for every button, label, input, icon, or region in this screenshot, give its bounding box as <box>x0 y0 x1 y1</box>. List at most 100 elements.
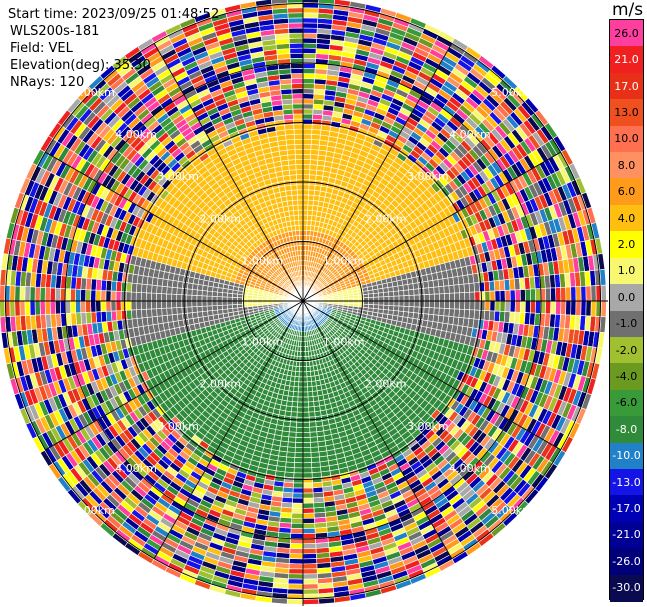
velocity-cell <box>306 376 312 383</box>
velocity-cell <box>310 149 320 156</box>
velocity-cell <box>290 527 304 534</box>
velocity-cell <box>388 300 395 307</box>
velocity-cell <box>393 295 400 302</box>
velocity-cell <box>449 292 456 302</box>
velocity-cell <box>288 573 304 580</box>
velocity-cell <box>287 583 304 590</box>
velocity-cell <box>378 292 385 298</box>
velocity-cell <box>310 456 321 463</box>
velocity-cell <box>534 300 542 314</box>
velocity-cell <box>555 300 562 315</box>
velocity-cell <box>373 296 380 302</box>
velocity-cell <box>302 361 307 368</box>
velocity-cell <box>310 441 319 448</box>
velocity-cell <box>309 164 318 171</box>
velocity-cell <box>474 291 481 302</box>
velocity-cell <box>299 361 304 368</box>
velocity-cell <box>302 143 312 150</box>
velocity-cell <box>287 436 297 443</box>
velocity-cell <box>307 199 314 206</box>
velocity-cell <box>398 300 405 307</box>
velocity-cell <box>454 292 461 302</box>
velocity-cell <box>302 22 318 29</box>
velocity-cell <box>308 406 315 413</box>
velocity-cell <box>302 573 318 580</box>
velocity-cell <box>413 300 420 308</box>
velocity-cell <box>302 189 310 196</box>
velocity-cell <box>286 446 296 453</box>
velocity-cell <box>302 507 315 514</box>
velocity-cell <box>287 588 304 595</box>
velocity-cell <box>479 300 486 311</box>
velocity-cell <box>560 300 567 316</box>
velocity-cell <box>302 527 316 534</box>
velocity-cell <box>489 300 496 312</box>
velocity-cell <box>302 502 315 509</box>
velocity-cell <box>293 472 304 479</box>
velocity-cell <box>298 371 304 378</box>
velocity-cell <box>499 300 506 312</box>
velocity-cell <box>514 289 521 302</box>
velocity-cell <box>302 12 319 19</box>
velocity-cell <box>302 148 312 155</box>
velocity-cell <box>484 290 491 302</box>
velocity-cell <box>291 502 304 509</box>
velocity-cell <box>288 431 297 438</box>
velocity-cell <box>302 482 314 489</box>
velocity-cell <box>302 68 316 75</box>
velocity-cell <box>302 47 317 54</box>
velocity-cell <box>287 441 296 448</box>
velocity-cell <box>428 307 435 316</box>
velocity-cell <box>302 426 311 433</box>
velocity-cell <box>302 396 309 403</box>
velocity-cell <box>292 497 304 504</box>
velocity-cell <box>290 411 298 418</box>
velocity-cell <box>494 290 501 302</box>
velocity-cell <box>302 108 314 115</box>
velocity-cell <box>378 300 385 306</box>
velocity-cell <box>494 300 501 312</box>
velocity-cell <box>464 300 471 311</box>
velocity-cell <box>302 558 318 565</box>
velocity-cell <box>302 7 319 14</box>
velocity-cell <box>393 300 400 307</box>
velocity-cell <box>524 288 531 302</box>
velocity-cell <box>302 548 317 555</box>
velocity-cell <box>302 442 312 449</box>
velocity-cell <box>318 597 336 605</box>
velocity-cell <box>383 300 390 306</box>
velocity-cell <box>428 293 435 302</box>
velocity-cell <box>302 401 309 408</box>
velocity-cell <box>302 492 314 499</box>
velocity-cell <box>398 305 405 312</box>
velocity-cell <box>428 300 435 309</box>
velocity-cell <box>545 287 552 302</box>
velocity-cell <box>302 219 308 226</box>
velocity-cell <box>302 578 319 585</box>
velocity-cell <box>290 522 304 529</box>
velocity-cell <box>297 391 304 398</box>
velocity-cell <box>311 385 318 392</box>
velocity-cell <box>565 300 572 316</box>
velocity-cell <box>298 381 304 388</box>
velocity-cell <box>514 300 521 313</box>
velocity-cell <box>295 426 304 433</box>
velocity-cell <box>302 62 316 70</box>
velocity-cell <box>289 543 304 550</box>
velocity-cell <box>309 159 319 166</box>
velocity-cell <box>570 286 577 302</box>
velocity-cell <box>408 306 415 313</box>
velocity-cell <box>302 103 314 110</box>
velocity-cell <box>413 294 420 302</box>
velocity-cell <box>306 371 312 378</box>
velocity-cell <box>408 300 415 308</box>
velocity-cell <box>413 288 420 296</box>
velocity-cell <box>423 294 430 302</box>
velocity-cell <box>289 553 304 560</box>
velocity-cell <box>285 456 296 463</box>
velocity-cell <box>438 285 445 295</box>
velocity-cell <box>302 568 318 575</box>
velocity-cell <box>590 285 597 302</box>
velocity-cell <box>305 361 311 368</box>
velocity-cell <box>433 286 440 295</box>
